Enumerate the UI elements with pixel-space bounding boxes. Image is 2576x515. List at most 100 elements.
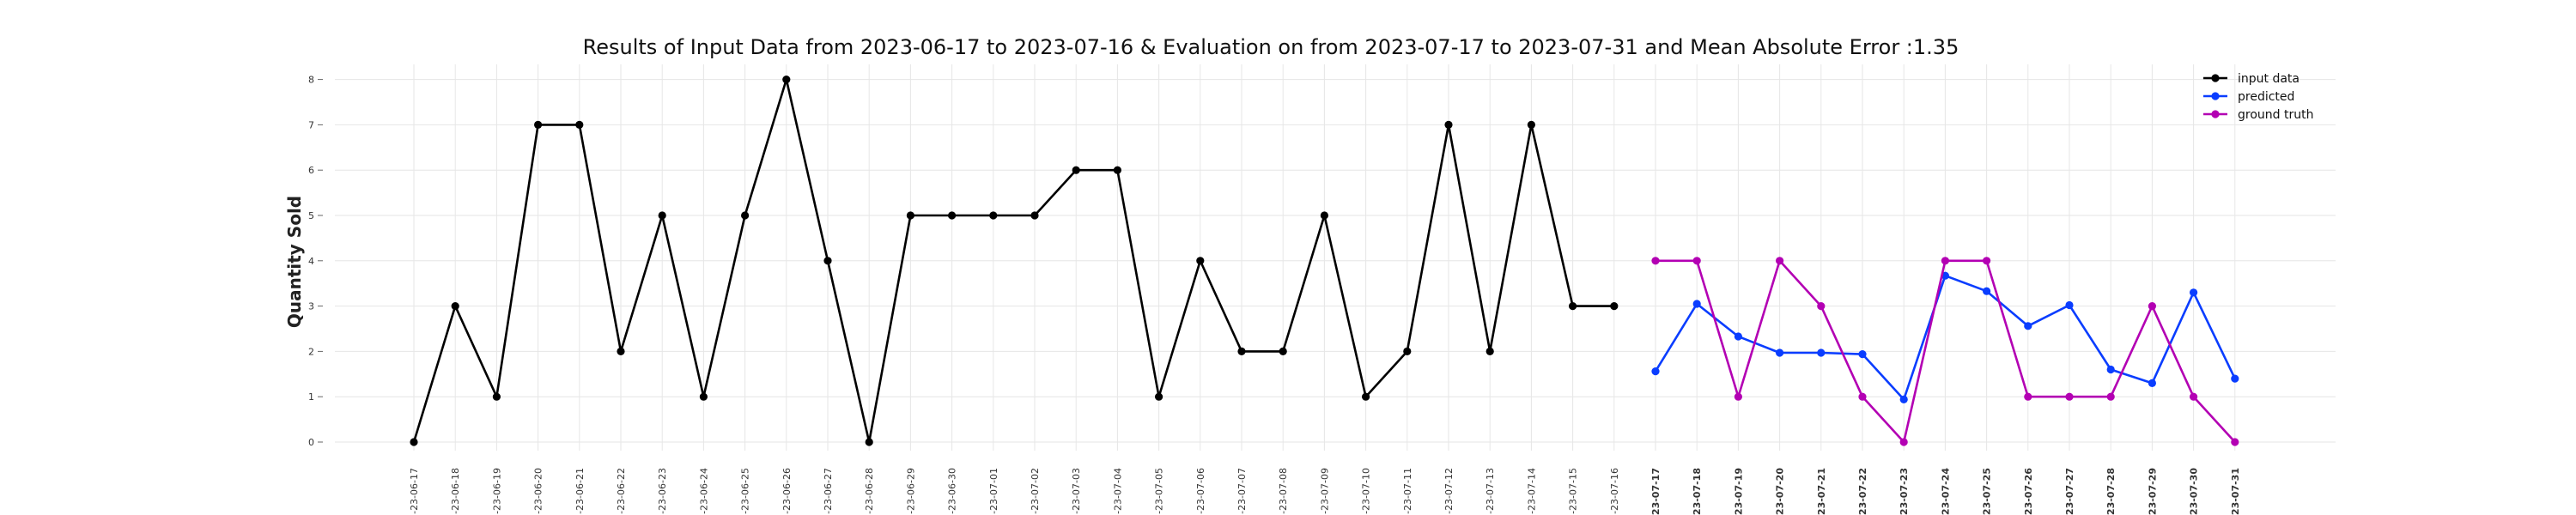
y-axis-ticks: 0 1 2 3 4 5 6 7 8 bbox=[308, 75, 323, 448]
data-point-input-data bbox=[948, 211, 957, 220]
data-point-predicted bbox=[2148, 379, 2156, 387]
data-point-predicted bbox=[2106, 365, 2115, 374]
x-tick-label: -23-07-16 bbox=[1609, 468, 1620, 514]
series bbox=[410, 76, 2239, 446]
data-point-ground-truth bbox=[2231, 438, 2239, 446]
x-tick-label: -23-06-17 bbox=[409, 468, 420, 514]
x-tick-label: 023-07-28 bbox=[2105, 468, 2117, 515]
data-point-input-data bbox=[989, 211, 998, 220]
x-tick-label: -23-06-21 bbox=[574, 468, 586, 514]
legend-label-ground-truth: ground truth bbox=[2238, 108, 2313, 122]
data-point-input-data bbox=[1113, 166, 1121, 174]
x-tick-label: -23-07-11 bbox=[1402, 468, 1413, 514]
x-tick-label: -23-06-24 bbox=[698, 468, 709, 514]
data-point-ground-truth bbox=[2148, 302, 2156, 311]
data-point-input-data bbox=[658, 211, 666, 220]
data-point-input-data bbox=[1527, 120, 1535, 129]
chart-title: Results of Input Data from 2023-06-17 to… bbox=[583, 35, 1959, 59]
data-point-predicted bbox=[1983, 287, 1991, 295]
legend: input data predicted ground truth bbox=[2203, 72, 2313, 122]
data-point-ground-truth bbox=[1776, 257, 1784, 265]
x-tick-label: -23-06-23 bbox=[657, 468, 668, 514]
data-point-ground-truth bbox=[1899, 438, 1908, 446]
x-tick-label: -23-07-06 bbox=[1195, 468, 1206, 514]
data-point-ground-truth bbox=[1941, 257, 1949, 265]
x-axis-ticks: -23-06-17 -23-06-18 -23-06-19 -23-06-20 -23-… bbox=[409, 468, 2241, 515]
data-point-ground-truth bbox=[1858, 392, 1867, 401]
y-tick-label: 7 bbox=[308, 119, 314, 130]
x-tick-label: -23-06-26 bbox=[781, 468, 793, 514]
x-tick-label: 023-07-21 bbox=[1816, 468, 1827, 515]
y-tick-label: 8 bbox=[308, 75, 314, 86]
data-point-input-data bbox=[410, 438, 418, 446]
data-point-input-data bbox=[865, 438, 873, 446]
x-tick-label: 023-07-18 bbox=[1692, 468, 1703, 515]
x-tick-label: -23-06-20 bbox=[533, 468, 544, 514]
legend-marker-input-data bbox=[2211, 74, 2220, 82]
x-tick-label: -23-06-19 bbox=[491, 468, 502, 514]
series-input-data bbox=[410, 76, 1619, 446]
data-point-predicted bbox=[2190, 288, 2198, 297]
data-point-input-data bbox=[782, 76, 791, 84]
x-tick-label: -23-06-18 bbox=[450, 468, 461, 514]
data-point-predicted bbox=[1734, 332, 1742, 341]
y-tick-label: 4 bbox=[308, 256, 314, 267]
data-point-input-data bbox=[1072, 166, 1080, 174]
x-tick-label: -23-06-22 bbox=[616, 468, 627, 514]
data-point-ground-truth bbox=[1817, 302, 1826, 311]
x-tick-label: -23-07-04 bbox=[1112, 468, 1123, 514]
data-point-input-data bbox=[906, 211, 914, 220]
x-tick-label: -23-06-25 bbox=[740, 468, 751, 514]
legend-marker-ground-truth bbox=[2211, 110, 2220, 118]
x-tick-label: -23-07-14 bbox=[1526, 468, 1537, 514]
data-point-ground-truth bbox=[2065, 392, 2074, 401]
data-point-ground-truth bbox=[2106, 392, 2115, 401]
x-tick-label: 023-07-31 bbox=[2230, 468, 2241, 515]
data-point-ground-truth bbox=[2190, 392, 2198, 401]
data-point-ground-truth bbox=[1651, 257, 1660, 265]
x-tick-label: 023-07-23 bbox=[1899, 468, 1910, 515]
data-point-input-data bbox=[617, 347, 625, 355]
y-tick-label: 1 bbox=[308, 391, 314, 403]
data-point-input-data bbox=[451, 302, 459, 311]
data-point-input-data bbox=[1030, 211, 1039, 220]
x-tick-label: 023-07-25 bbox=[1982, 468, 1993, 515]
x-tick-label: -23-07-02 bbox=[1030, 468, 1041, 514]
x-tick-label: -23-07-01 bbox=[988, 468, 999, 514]
data-point-input-data bbox=[1444, 120, 1453, 129]
x-tick-label: 023-07-20 bbox=[1775, 468, 1786, 515]
x-tick-label: -23-07-05 bbox=[1154, 468, 1165, 514]
x-tick-label: -23-06-30 bbox=[947, 468, 958, 514]
x-tick-label: -23-06-29 bbox=[905, 468, 916, 514]
y-tick-label: 6 bbox=[308, 165, 314, 176]
y-tick-label: 2 bbox=[308, 346, 314, 357]
data-point-input-data bbox=[1279, 347, 1287, 355]
data-point-input-data bbox=[492, 392, 501, 401]
data-point-input-data bbox=[575, 120, 584, 129]
data-point-input-data bbox=[823, 257, 832, 265]
data-point-predicted bbox=[1692, 300, 1701, 308]
data-point-input-data bbox=[1155, 392, 1163, 401]
data-point-predicted bbox=[2024, 322, 2032, 330]
series-line-input-data bbox=[412, 78, 1614, 444]
data-point-ground-truth bbox=[1983, 257, 1991, 265]
y-tick-label: 3 bbox=[308, 301, 314, 312]
data-point-ground-truth bbox=[2024, 392, 2032, 401]
x-tick-label: -23-06-28 bbox=[864, 468, 875, 514]
data-point-predicted bbox=[2065, 300, 2074, 310]
data-point-input-data bbox=[1569, 302, 1577, 311]
x-tick-label: 023-07-29 bbox=[2147, 468, 2158, 515]
legend-marker-predicted bbox=[2211, 92, 2220, 100]
data-point-input-data bbox=[1362, 392, 1370, 401]
legend-label-predicted: predicted bbox=[2238, 90, 2294, 104]
x-tick-label: 023-07-30 bbox=[2189, 468, 2200, 515]
x-tick-label: -23-07-09 bbox=[1319, 468, 1330, 514]
x-tick-label: 023-07-26 bbox=[2023, 468, 2034, 515]
data-point-predicted bbox=[2231, 374, 2239, 383]
data-point-input-data bbox=[1196, 257, 1205, 265]
data-point-input-data bbox=[534, 120, 543, 129]
x-tick-label: 023-07-27 bbox=[2064, 468, 2075, 515]
data-point-input-data bbox=[741, 211, 750, 220]
data-point-predicted bbox=[1776, 348, 1784, 357]
